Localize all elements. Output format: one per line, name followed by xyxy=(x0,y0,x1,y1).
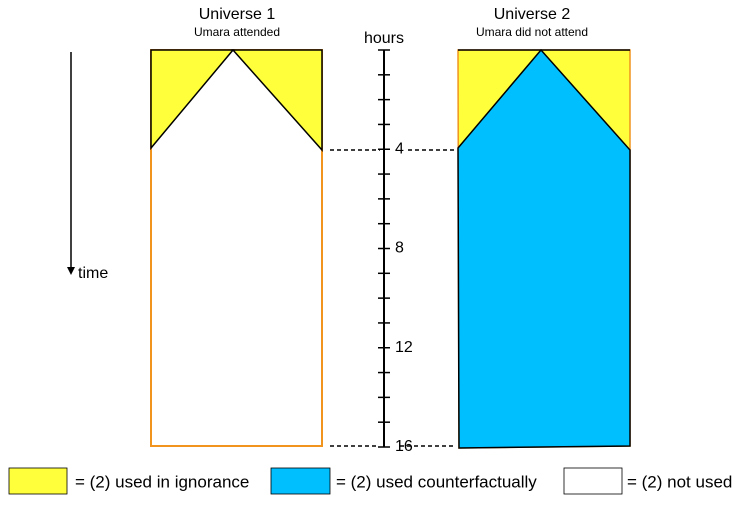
axis-label: hours xyxy=(364,30,404,47)
ignorance-region xyxy=(150,49,235,151)
universe-subtitle: Umara did not attend xyxy=(476,25,588,39)
universe-subtitle: Umara attended xyxy=(194,25,280,39)
time-label: time xyxy=(78,265,108,282)
tick-label: 12 xyxy=(395,339,413,356)
legend-label: = (2) used in ignorance xyxy=(75,472,249,491)
tick-label: 8 xyxy=(395,240,404,257)
universe-title: Universe 1 xyxy=(199,6,276,23)
legend-label: = (2) not used xyxy=(627,472,732,491)
axis-ticks: 4 8 12 16 xyxy=(378,49,413,455)
legend-swatch xyxy=(563,467,623,495)
legend-swatch xyxy=(8,467,68,495)
legend-label: = (2) used counterfactually xyxy=(336,472,537,491)
ignorance-region xyxy=(231,49,323,152)
arrow-head xyxy=(67,267,75,275)
legend-swatch xyxy=(270,467,331,495)
universe-title: Universe 2 xyxy=(494,6,571,23)
guides xyxy=(330,149,456,447)
tick-label: 4 xyxy=(395,140,404,157)
tick-label: 16 xyxy=(395,438,413,455)
counterfactual-region xyxy=(457,48,631,449)
